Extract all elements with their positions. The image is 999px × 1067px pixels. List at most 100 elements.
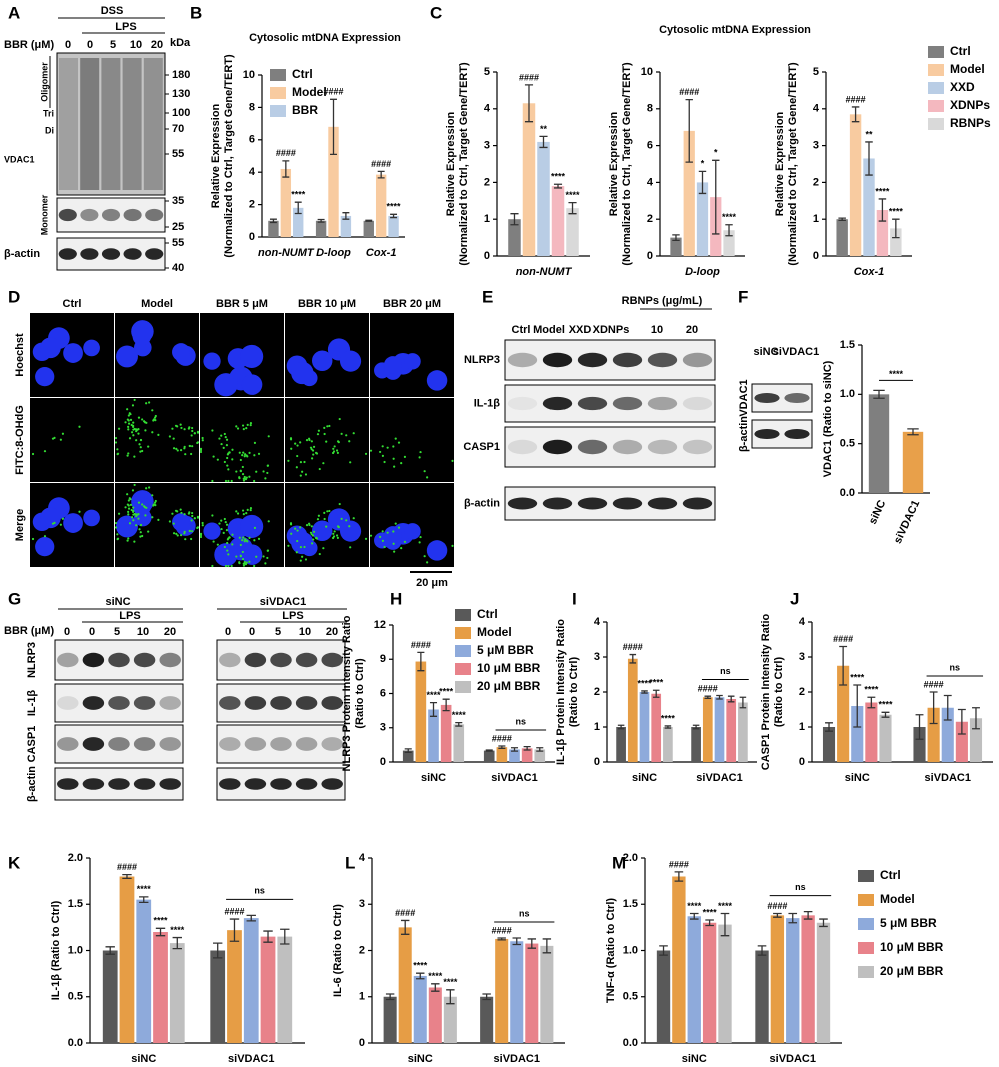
speckle [220,527,223,531]
label: 20 [164,626,176,638]
speckle [242,564,246,567]
bar [495,938,509,1043]
speckle [336,451,339,454]
speckle [116,452,120,455]
speckle [135,439,138,442]
speckle [139,438,143,442]
label: siVDAC1 [773,346,819,358]
error-bar [881,711,890,718]
legend-swatch [858,918,874,930]
speckle [133,512,136,516]
error-bar [122,874,132,879]
band [647,439,678,455]
legend-label: Ctrl [950,44,971,58]
label: LPS [119,610,140,622]
label: Ctrl [512,324,531,336]
error-bar [317,218,325,223]
error-bar [803,911,813,920]
speckle [201,521,204,525]
nucleus [404,523,421,540]
bar [525,943,539,1043]
y-tick-label: 4 [249,166,256,178]
speckle [139,535,142,538]
speckle [255,555,258,558]
error-bar [213,942,223,959]
panel-letter: J [790,589,799,608]
legend-swatch [270,69,286,81]
bar [153,932,168,1043]
speckle [145,487,148,490]
speckle [61,432,65,435]
band [577,396,608,411]
nucleus [240,514,264,539]
y-tick-label: 1.5 [623,898,638,910]
label: 5 [110,39,116,51]
speckle [227,564,230,568]
speckle [308,523,311,527]
speckle [133,427,136,431]
blot [56,52,166,196]
speckle [392,542,395,545]
speckle [345,434,348,437]
label: CASP1 [26,726,38,763]
band [123,248,142,260]
speckle [397,441,401,444]
bar [691,727,701,762]
speckle [299,441,302,444]
band [244,696,267,710]
band [507,439,538,455]
band [57,696,79,710]
x-tick-label: non-NUMT [258,247,315,259]
blot [504,339,716,381]
speckle [266,549,269,552]
y-tick-label: 9 [380,653,386,665]
y-tick-label: 1 [799,721,805,733]
y-tick-label: 1 [359,991,365,1003]
speckle [211,429,214,432]
y-tick-label: 3 [813,140,819,152]
band [108,696,130,710]
significance: #### [411,640,431,650]
speckle [220,442,223,446]
error-bar [442,698,450,712]
speckle [223,517,226,521]
label: BBR (μM) [4,625,54,637]
x-tick-label: siVDAC1 [491,772,537,784]
speckle [228,451,231,454]
y-tick-label: 5 [484,66,490,78]
significance: **** [637,678,652,688]
significance: **** [439,687,454,697]
speckle [338,417,341,421]
legend-swatch [270,87,286,99]
speckle [190,519,193,522]
speckle [331,536,335,540]
y-tick-label: 0.5 [623,991,638,1003]
speckle [304,473,308,476]
band [647,396,678,411]
speckle [43,450,47,453]
bar [136,899,152,1043]
panel-letter: H [390,589,402,608]
error-bar [510,213,519,226]
speckle [227,479,230,483]
speckle [335,449,339,452]
speckle [294,527,297,530]
band [57,737,79,751]
bar [480,996,494,1043]
bar [822,727,836,762]
speckle [393,550,396,553]
x-tick-label: siNC [408,1053,433,1065]
label: LPS [115,21,136,33]
speckle [176,510,179,513]
y-tick-label: 1.5 [840,339,855,351]
speckle [176,425,179,428]
speckle [241,465,244,469]
speckle [317,429,320,432]
y-tick-label: 2 [813,176,819,188]
x-tick-label: siVDAC1 [892,498,923,545]
significance: **** [154,916,169,926]
bracket-label: **** [889,369,904,379]
speckle [126,408,129,411]
band [58,208,77,222]
speckle [179,534,183,537]
